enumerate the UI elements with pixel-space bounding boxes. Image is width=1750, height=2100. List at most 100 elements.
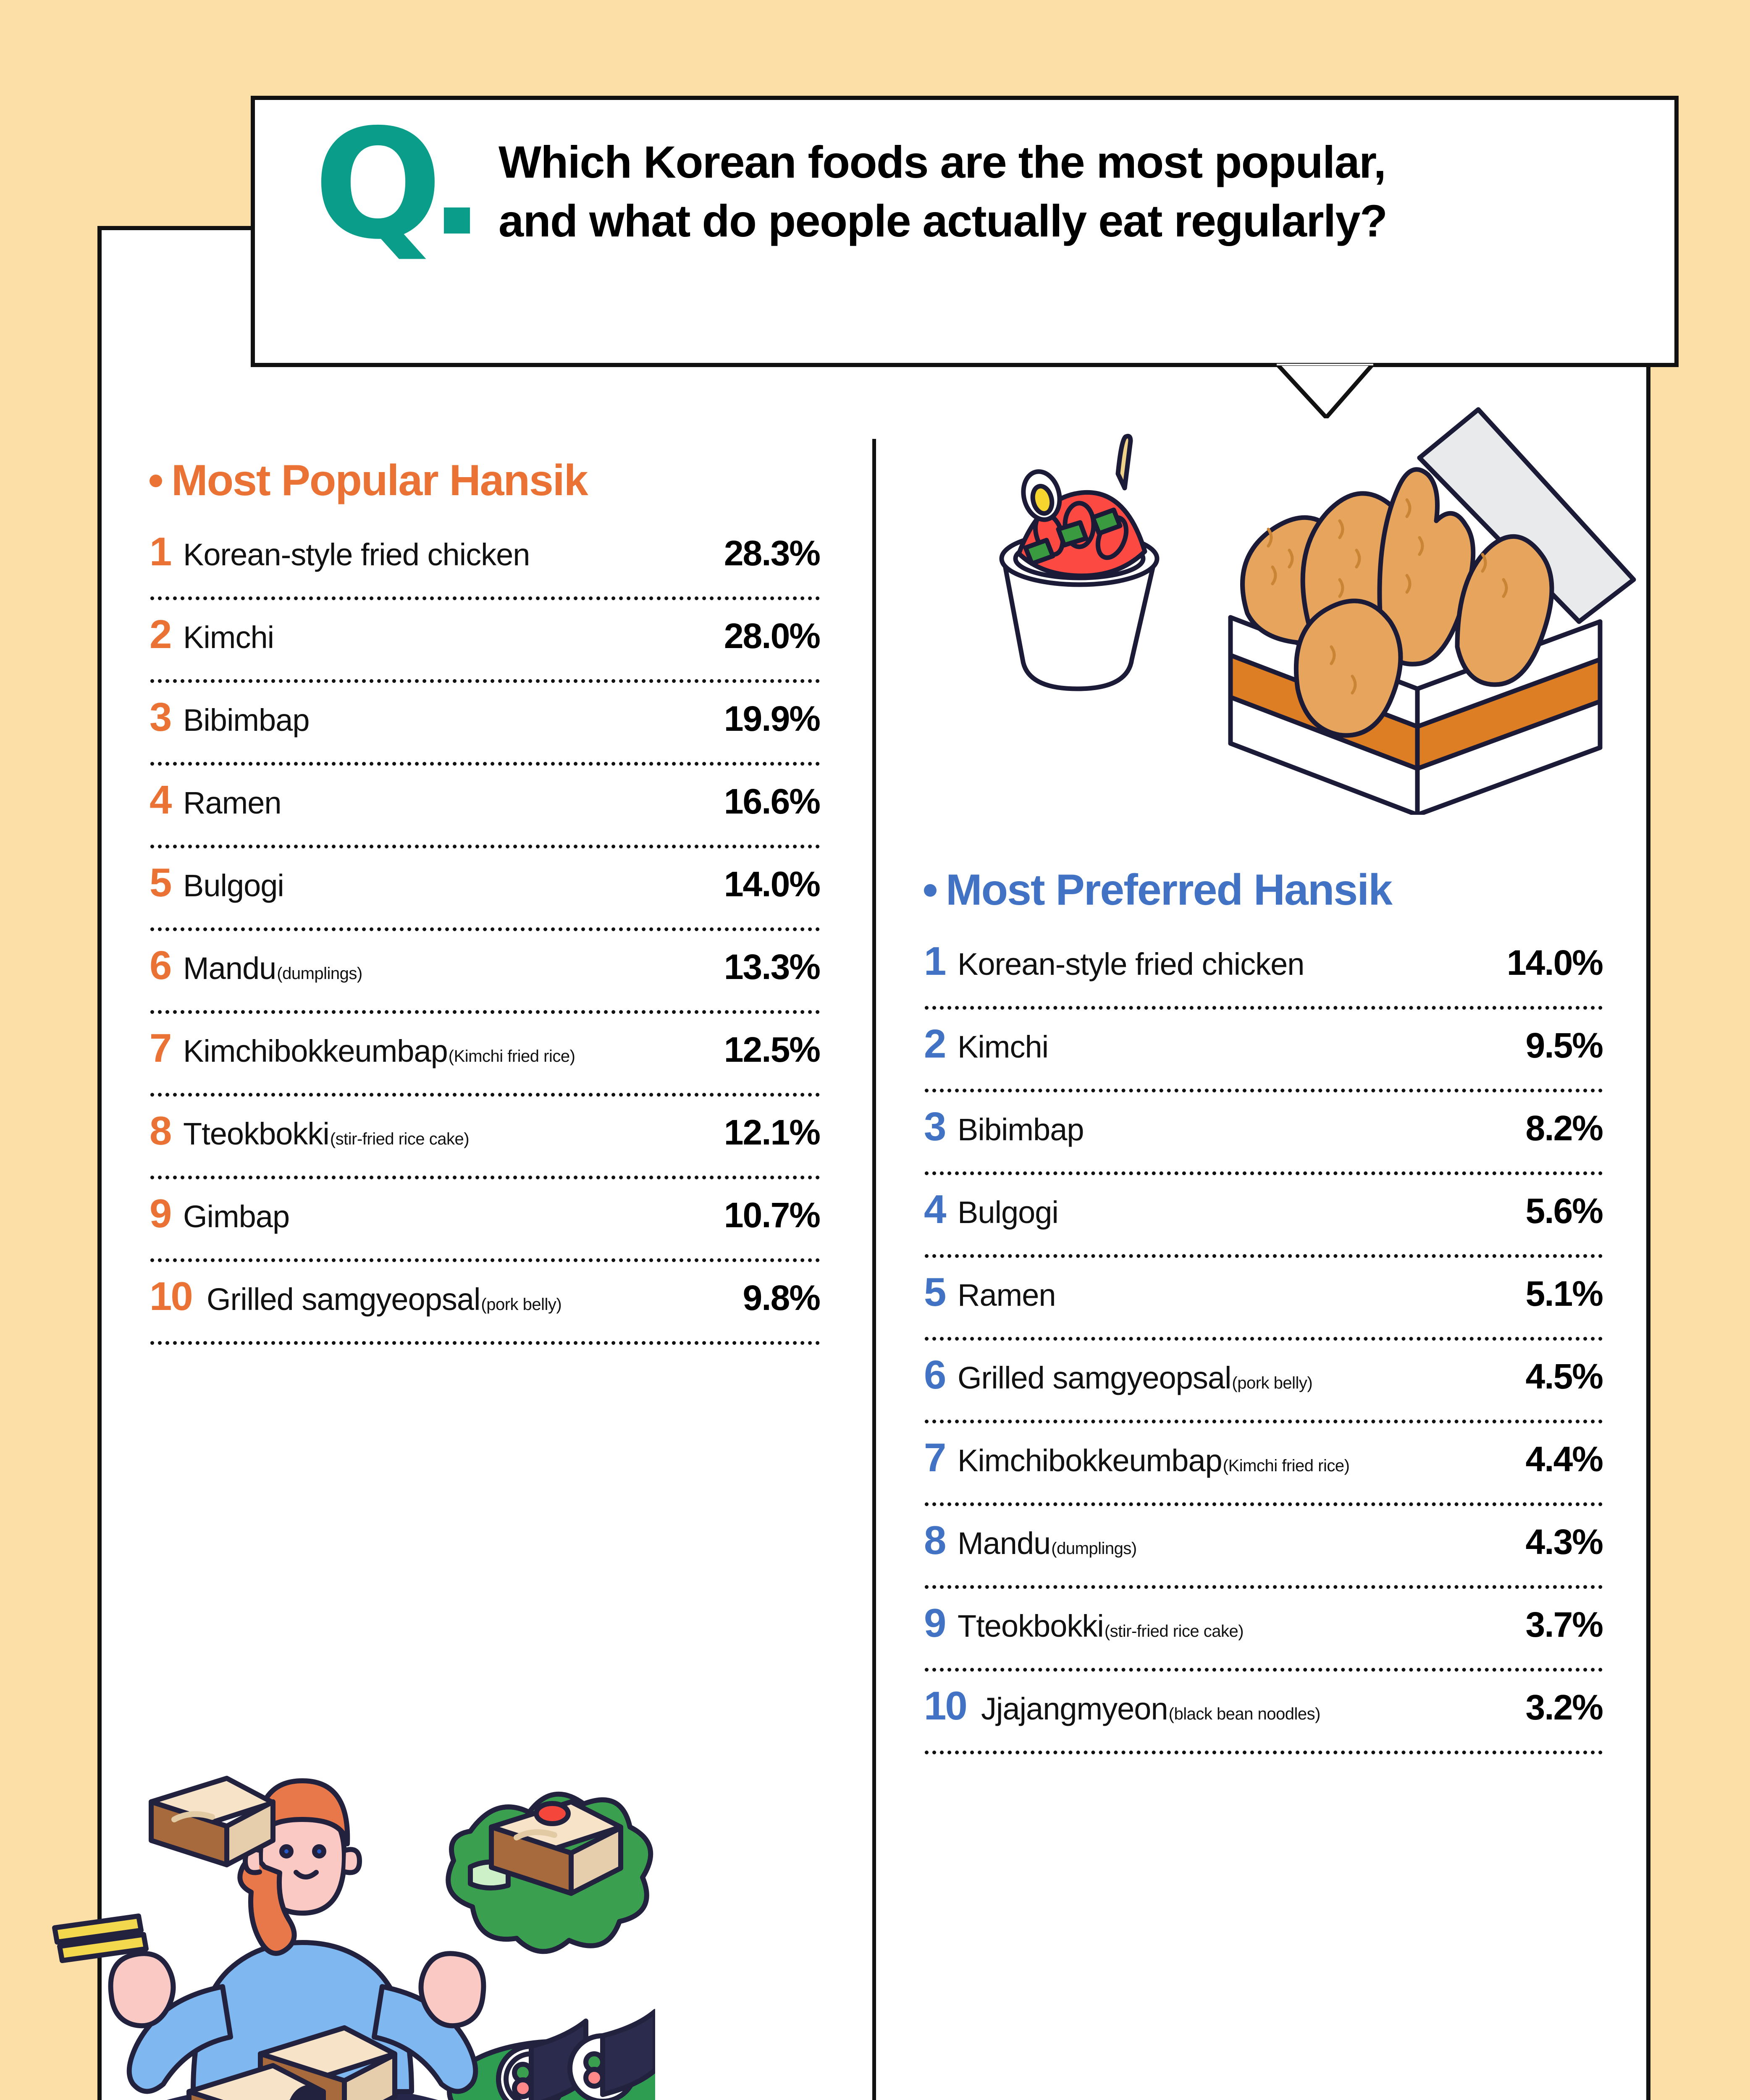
row-percent: 10.7% [724, 1195, 821, 1235]
row-rank: 6 [150, 943, 172, 988]
row-sublabel: (dumplings) [277, 964, 362, 983]
row-name: Tteokbokki [958, 1609, 1104, 1643]
row-rank: 5 [150, 860, 172, 905]
row-divider [925, 1089, 1603, 1092]
row-percent: 16.6% [724, 782, 821, 821]
row-name: Korean-style fried chicken [183, 537, 530, 572]
row-name: Kimchi [958, 1029, 1049, 1064]
row-sublabel: (pork belly) [1232, 1374, 1313, 1392]
row-percent: 28.3% [724, 533, 821, 573]
table-row: 6 Mandu (dumplings) 13.3% [150, 945, 821, 1008]
tongs [290, 2085, 325, 2100]
row-rank: 2 [924, 1021, 946, 1066]
left-hand [108, 1951, 176, 2029]
head [237, 1778, 362, 1956]
most-popular-hansik-panel: Most Popular Hansik 1 Korean-style fried… [150, 456, 821, 1359]
row-rank: 8 [924, 1518, 946, 1563]
braid [237, 1856, 297, 1956]
row-rank: 6 [924, 1352, 946, 1397]
row-percent: 14.0% [724, 864, 821, 904]
row-name: Gimbap [183, 1199, 290, 1234]
question-marker: Q [314, 97, 470, 273]
row-divider [150, 1176, 820, 1179]
row-rank: 7 [150, 1026, 172, 1071]
question-period-dot [444, 207, 470, 234]
row-rank: 3 [924, 1104, 946, 1149]
row-divider [150, 845, 820, 848]
row-rank: 2 [150, 612, 172, 657]
row-name: Kimchibokkeumbap [183, 1034, 448, 1068]
right-hand [418, 1951, 486, 2029]
row-percent: 19.9% [724, 699, 821, 738]
table-row: 6 Grilled samgyeopsal (pork belly) 4.5% [924, 1355, 1604, 1417]
table-row: 7 Kimchibokkeumbap (Kimchi fried rice) 4… [924, 1438, 1604, 1500]
chopsticks [52, 1914, 149, 1963]
row-name: Grilled samgyeopsal [207, 1282, 480, 1317]
row-percent: 28.0% [724, 616, 821, 656]
row-sublabel: (pork belly) [481, 1295, 562, 1314]
row-name: Grilled samgyeopsal [958, 1360, 1231, 1395]
pork-blocks [186, 2025, 397, 2100]
row-rank: 1 [924, 939, 946, 984]
table-row: 8 Tteokbokki (stir-fried rice cake) 12.1… [150, 1111, 821, 1173]
row-percent: 5.6% [1525, 1191, 1603, 1231]
row-name: Mandu [183, 951, 276, 986]
row-name: Bulgogi [183, 868, 284, 903]
table-row: 3 Bibimbap 8.2% [924, 1107, 1604, 1169]
row-divider [150, 927, 820, 931]
row-name: Kimchi [183, 620, 274, 655]
row-percent: 9.5% [1525, 1026, 1603, 1065]
row-divider [925, 1171, 1603, 1175]
question-line-2: and what do people actually eat regularl… [499, 195, 1388, 247]
question-letter-q: Q [314, 97, 442, 273]
row-name: Bibimbap [183, 703, 310, 738]
speech-bubble-tail [1277, 364, 1373, 418]
row-sublabel: (stir-fried rice cake) [330, 1130, 470, 1148]
most-preferred-hansik-panel: Most Preferred Hansik 1 Korean-style fri… [924, 865, 1604, 1769]
row-name: Bibimbap [958, 1112, 1084, 1147]
row-name: Ramen [183, 785, 282, 820]
row-sublabel: (Kimchi fried rice) [1223, 1457, 1350, 1475]
table-row: 5 Ramen 5.1% [924, 1272, 1604, 1334]
row-sublabel: (stir-fried rice cake) [1104, 1622, 1244, 1641]
table-row: 2 Kimchi 28.0% [150, 614, 821, 677]
row-name: Kimchibokkeumbap [958, 1443, 1223, 1478]
table-row: 10 Grilled samgyeopsal (pork belly) 9.8% [150, 1276, 821, 1339]
table-row: 3 Bibimbap 19.9% [150, 697, 821, 759]
row-rank: 4 [924, 1187, 946, 1232]
row-divider [925, 1668, 1603, 1672]
row-percent: 12.5% [724, 1030, 821, 1069]
row-divider [150, 1093, 820, 1097]
question-bubble: Q Which Korean foods are the most popula… [251, 96, 1679, 367]
row-divider [925, 1254, 1603, 1258]
row-rank: 1 [150, 529, 172, 574]
row-divider [925, 1420, 1603, 1423]
table-row: 4 Ramen 16.6% [150, 780, 821, 842]
row-rank: 9 [924, 1601, 946, 1646]
table-row: 1 Korean-style fried chicken 14.0% [924, 941, 1604, 1003]
bullet-icon [150, 474, 162, 487]
pork-block-held-left [149, 1776, 275, 1867]
table-row: 1 Korean-style fried chicken 28.3% [150, 532, 821, 594]
row-divider [150, 762, 820, 766]
row-rank: 3 [150, 695, 172, 740]
table-row: 9 Tteokbokki (stir-fried rice cake) 3.7% [924, 1603, 1604, 1665]
gimbap-plate [447, 2009, 655, 2100]
row-percent: 4.3% [1525, 1522, 1603, 1562]
table-row: 5 Bulgogi 14.0% [150, 863, 821, 925]
row-sublabel: (Kimchi fried rice) [448, 1047, 575, 1066]
row-divider [150, 1258, 820, 1262]
row-name: Bulgogi [958, 1195, 1059, 1230]
table-row: 4 Bulgogi 5.6% [924, 1189, 1604, 1252]
row-percent: 3.7% [1525, 1605, 1603, 1644]
row-rank: 10 [150, 1274, 193, 1319]
person-illustration [52, 1776, 655, 2100]
row-divider [150, 596, 820, 600]
row-rank: 7 [924, 1435, 946, 1480]
row-sublabel: (black bean noodles) [1168, 1705, 1321, 1723]
question-text: Which Korean foods are the most popular,… [499, 133, 1388, 251]
column-divider [872, 439, 876, 2100]
row-sublabel: (dumplings) [1051, 1539, 1137, 1558]
panel-title-label: Most Preferred Hansik [946, 866, 1393, 914]
row-rank: 4 [150, 777, 172, 822]
